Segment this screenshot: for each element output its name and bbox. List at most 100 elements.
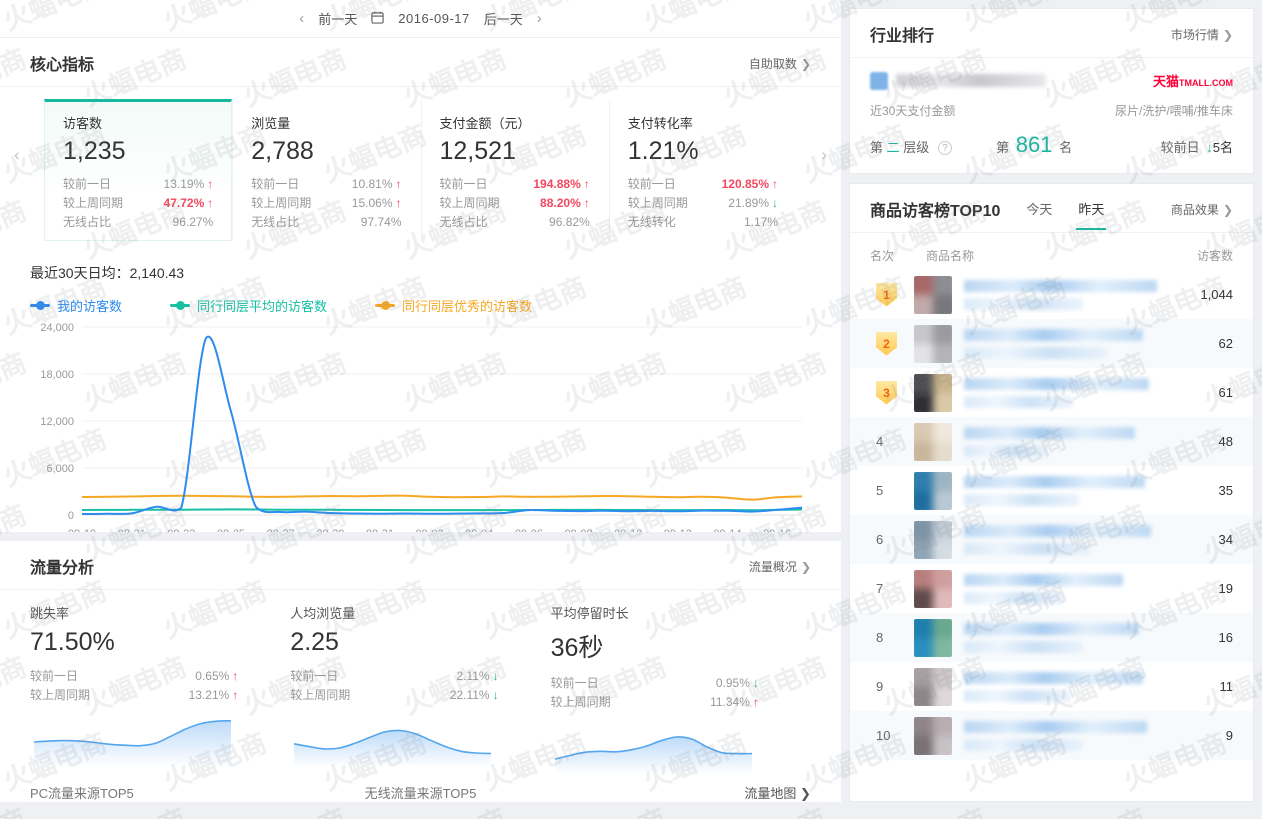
legend-item-同行同层平均的访客数[interactable]: 同行同层平均的访客数 — [170, 296, 327, 315]
svg-text:08-25: 08-25 — [217, 528, 245, 532]
product-visitors: 35 — [1218, 483, 1233, 498]
traffic-analysis-header: 流量分析 流量概况 ❯ — [0, 541, 841, 590]
legend-item-同行同层优秀的访客数[interactable]: 同行同层优秀的访客数 — [375, 296, 532, 315]
metric-card-支付金额（元）[interactable]: 支付金额（元） 12,521 较前一日 194.88% ↑ 较上周同期 88.20% ↑ 无线占… — [420, 99, 609, 241]
traffic-metric-人均浏览量: 人均浏览量 2.25 较前一日 2.11% ↓ 较上周同期 22.11% ↓ — [290, 603, 550, 781]
compare-value: 0.95% — [715, 676, 750, 690]
product-row[interactable]: 5 35 — [850, 466, 1253, 515]
product-thumbnail — [914, 373, 952, 412]
product-name-line1 — [964, 622, 1140, 635]
metric-card-访客数[interactable]: 访客数 1,235 较前一日 13.19% ↑ 较上周同期 47.72% ↑ 无线占比 96.27… — [44, 99, 233, 241]
sparkline-chart — [33, 720, 232, 767]
core-metrics-title: 核心指标 — [30, 57, 95, 74]
current-date[interactable]: 2016-09-17 — [398, 11, 470, 26]
next-day-button[interactable]: 后一天 — [483, 12, 523, 27]
product-name-line2 — [964, 591, 1064, 604]
legend-item-我的访客数[interactable]: 我的访客数 — [30, 296, 122, 315]
industry-ranking-title: 行业排行 — [870, 28, 935, 45]
svg-text:08-29: 08-29 — [316, 528, 344, 532]
metric-compare-row: 较前一日 10.81% ↑ — [251, 175, 401, 194]
arrow-up-icon: ↑ — [232, 669, 239, 683]
carousel-right-arrow[interactable]: › — [821, 145, 827, 164]
metric-value: 2,788 — [251, 137, 314, 165]
30day-average-label: 最近30天日均：2,140.43 — [30, 265, 185, 281]
product-thumbnail-blur — [914, 422, 952, 461]
product-row[interactable]: 4 48 — [850, 417, 1253, 466]
carousel-left-arrow[interactable]: ‹ — [14, 145, 20, 164]
today-yesterday-tabs: 今天 昨天 — [1026, 199, 1107, 230]
metric-compare-row: 较上周同期 21.89% ↓ — [628, 194, 778, 213]
compare-label: 较上周同期 — [251, 196, 312, 210]
arrow-down-icon: ↓ — [1206, 140, 1213, 155]
right-column: 行业排行 市场行情 ❯ 天猫TMALL.COM 近30天支付金额 尿片/洗护/喂哺… — [849, 8, 1254, 802]
product-row[interactable]: 10 9 — [850, 711, 1253, 760]
compare-label: 较前一日 — [251, 177, 300, 191]
svg-text:09-14: 09-14 — [713, 528, 741, 532]
metric-card-支付转化率[interactable]: 支付转化率 1.21% 较前一日 120.85% ↑ 较上周同期 21.89% ↓ 无线转化 1.… — [608, 99, 797, 241]
next-day-chevron-icon[interactable]: › — [536, 10, 542, 27]
svg-text:24,000: 24,000 — [40, 322, 74, 334]
arrow-up-icon: ↑ — [232, 688, 239, 702]
product-effect-link[interactable]: 商品效果 ❯ — [1170, 202, 1233, 217]
traffic-metric-value: 71.50% — [30, 628, 115, 656]
chevron-right-icon: ❯ — [800, 559, 811, 574]
tmall-logo: 天猫TMALL.COM — [1152, 74, 1233, 89]
prev-day-button[interactable]: 前一天 — [318, 12, 358, 27]
product-rank: 2 — [870, 331, 914, 356]
compare-label: 无线占比 — [63, 215, 112, 229]
product-visitors: 9 — [1225, 728, 1233, 743]
product-thumbnail — [914, 324, 952, 363]
name-column-header: 商品名称 — [926, 249, 975, 263]
product-row[interactable]: 6 34 — [850, 515, 1253, 564]
product-visitors: 1,044 — [1200, 287, 1233, 302]
traffic-analysis-title: 流量分析 — [30, 560, 95, 577]
product-thumbnail-blur — [914, 520, 952, 559]
compare-label: 较上周同期 — [63, 196, 124, 210]
tab-昨天[interactable]: 昨天 — [1076, 199, 1107, 230]
rank-badge-icon: 3 — [876, 380, 897, 405]
metric-label: 访客数 — [63, 116, 103, 131]
product-name-blurred — [952, 671, 1179, 702]
compare-value: 96.82% — [549, 215, 590, 229]
product-row[interactable]: 1 1,044 — [850, 270, 1253, 319]
compare-label: 较前一日 — [290, 669, 339, 683]
arrow-down-icon: ↓ — [492, 688, 499, 702]
prev-day-chevron-icon[interactable]: ‹ — [299, 10, 305, 27]
traffic-compare-row: 较前一日 0.95% ↓ — [551, 674, 759, 693]
svg-text:09-02: 09-02 — [416, 528, 444, 532]
pc-traffic-top5-link[interactable]: PC流量来源TOP5 — [30, 786, 134, 801]
product-row[interactable]: 8 16 — [850, 613, 1253, 662]
product-thumbnail — [914, 520, 952, 559]
traffic-overview-link[interactable]: 流量概况 ❯ — [748, 559, 811, 574]
product-row[interactable]: 7 19 — [850, 564, 1253, 613]
product-thumbnail — [914, 716, 952, 755]
help-question-icon[interactable]: ? — [937, 141, 952, 155]
self-service-data-link[interactable]: 自助取数 ❯ — [748, 56, 811, 71]
metric-label: 支付金额（元） — [439, 116, 531, 131]
compare-label: 无线占比 — [251, 215, 300, 229]
calendar-icon[interactable] — [371, 11, 384, 27]
visitors-line-chart[interactable]: 0 6,000 12,000 18,000 24,000 08-19 08-21 08-23 0… — [30, 317, 810, 532]
metric-compare-row: 较上周同期 88.20% ↑ — [440, 194, 590, 213]
metric-compare-row: 无线占比 97.74% — [251, 213, 401, 232]
tab-今天[interactable]: 今天 — [1026, 201, 1053, 217]
product-name-line1 — [964, 475, 1146, 488]
product-visitors: 11 — [1219, 679, 1234, 694]
svg-text:08-21: 08-21 — [118, 528, 146, 532]
metric-card-浏览量[interactable]: 浏览量 2,788 较前一日 10.81% ↑ 较上周同期 15.06% ↑ 无线占比 97.74… — [232, 99, 420, 241]
metric-compare-row: 无线占比 96.27% — [63, 213, 213, 232]
market-quotes-link[interactable]: 市场行情 ❯ — [1170, 27, 1233, 42]
product-name-line2 — [964, 493, 1080, 506]
product-rank: 3 — [870, 380, 914, 405]
product-row[interactable]: 2 62 — [850, 319, 1253, 368]
compare-label: 无线占比 — [439, 215, 488, 229]
traffic-metric-跳失率: 跳失率 71.50% 较前一日 0.65% ↑ 较上周同期 13.21% ↑ — [30, 603, 290, 781]
product-row[interactable]: 9 11 — [850, 662, 1253, 711]
product-visitors: 48 — [1218, 434, 1233, 449]
compare-value: 0.65% — [195, 669, 230, 683]
traffic-map-link[interactable]: 流量地图 ❯ — [744, 786, 811, 801]
wireless-traffic-top5-link[interactable]: 无线流量来源TOP5 — [364, 786, 477, 801]
paid-amount-label: 近30天支付金额 — [870, 104, 956, 118]
chevron-right-icon: ❯ — [800, 56, 811, 71]
product-row[interactable]: 3 61 — [850, 368, 1253, 417]
